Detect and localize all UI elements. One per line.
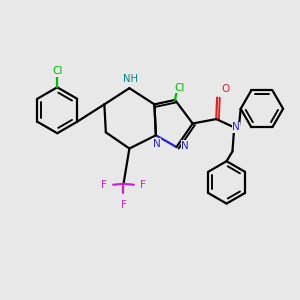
Text: N: N bbox=[232, 122, 240, 132]
Text: F: F bbox=[101, 180, 107, 190]
Text: N: N bbox=[153, 139, 160, 148]
Text: F: F bbox=[121, 200, 126, 210]
Text: NH: NH bbox=[123, 74, 138, 84]
Text: Cl: Cl bbox=[174, 82, 184, 93]
Text: O: O bbox=[222, 84, 230, 94]
Text: F: F bbox=[140, 180, 146, 190]
Text: Cl: Cl bbox=[52, 66, 62, 76]
Text: N: N bbox=[182, 141, 189, 151]
